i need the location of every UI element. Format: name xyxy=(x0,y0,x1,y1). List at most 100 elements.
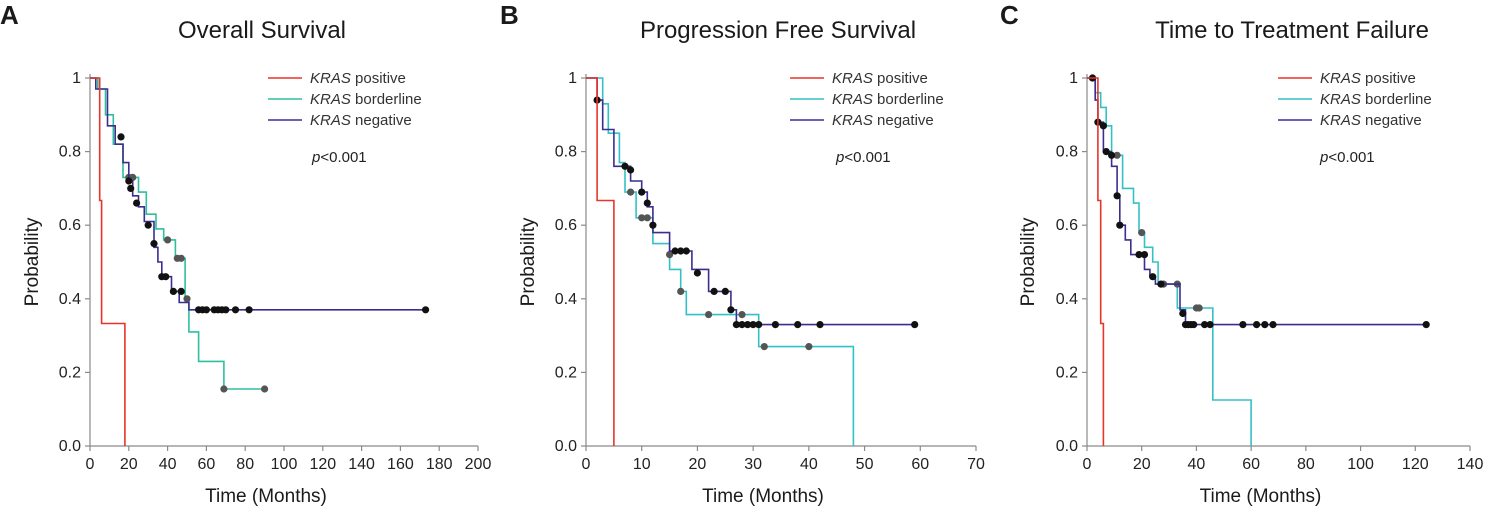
censor-mark-negative xyxy=(643,199,651,207)
y-tick-label: 0.2 xyxy=(555,364,577,381)
censor-mark-negative xyxy=(1201,321,1209,329)
censor-mark-borderline xyxy=(261,385,269,393)
censor-mark-negative xyxy=(177,287,185,295)
legend-label-negative: KRAS negative xyxy=(310,112,412,129)
censor-mark-negative xyxy=(1140,251,1149,259)
x-axis-title: Time (Months) xyxy=(1200,486,1322,507)
y-axis-title: Probability xyxy=(518,217,539,306)
censor-mark-negative xyxy=(1108,151,1116,159)
y-tick-label: 0.8 xyxy=(555,144,577,161)
panel-letter: B xyxy=(500,0,519,30)
censor-mark-negative xyxy=(144,221,152,229)
censor-mark-borderline xyxy=(164,236,172,244)
panel-letter: C xyxy=(1000,0,1019,30)
censor-mark-borderline xyxy=(1138,229,1146,237)
chart-title: Progression Free Survival xyxy=(640,17,916,44)
legend-label-borderline: KRAS borderline xyxy=(1320,91,1432,108)
censor-mark-borderline xyxy=(738,311,746,319)
km-curve-positive xyxy=(1087,77,1105,446)
y-tick-label: 0.4 xyxy=(1056,291,1078,308)
censor-mark-borderline xyxy=(183,295,191,303)
censor-mark-negative xyxy=(710,287,718,295)
y-tick-label: 0.8 xyxy=(59,144,81,161)
y-tick-label: 0.6 xyxy=(1056,217,1078,234)
censor-mark-borderline xyxy=(1195,304,1203,312)
censor-mark-negative xyxy=(1157,280,1165,288)
censor-mark-negative xyxy=(1269,321,1277,329)
x-tick-label: 70 xyxy=(967,456,985,473)
x-tick-label: 60 xyxy=(1242,456,1260,473)
censor-mark-negative xyxy=(222,306,230,314)
censor-mark-negative xyxy=(202,306,210,314)
censor-mark-negative xyxy=(771,321,780,329)
censor-mark-negative xyxy=(1102,148,1110,156)
legend-label-positive: KRAS positive xyxy=(832,70,928,87)
censor-mark-negative xyxy=(749,321,757,329)
censor-mark-negative xyxy=(1190,321,1198,329)
censor-mark-negative xyxy=(721,287,729,295)
km-curve-positive xyxy=(90,77,126,446)
x-tick-label: 0 xyxy=(582,456,591,473)
censor-mark-negative xyxy=(649,221,657,229)
x-tick-label: 10 xyxy=(633,456,651,473)
censor-mark-negative xyxy=(794,321,802,329)
x-tick-label: 20 xyxy=(689,456,707,473)
censor-mark-negative xyxy=(162,273,170,281)
x-tick-label: 160 xyxy=(387,456,414,473)
x-tick-label: 200 xyxy=(465,456,492,473)
km-curve-positive xyxy=(586,77,615,446)
censor-mark-borderline xyxy=(1113,151,1121,159)
censor-mark-negative xyxy=(1422,321,1430,329)
x-axis-title: Time (Months) xyxy=(205,486,327,507)
censor-mark-negative xyxy=(125,177,133,185)
y-tick-label: 1 xyxy=(568,70,577,87)
censor-mark-borderline xyxy=(666,251,674,259)
x-tick-label: 120 xyxy=(1402,456,1429,473)
censor-mark-negative xyxy=(911,321,919,329)
legend-label-negative: KRAS negative xyxy=(1320,112,1422,129)
y-tick-label: 1 xyxy=(1069,70,1078,87)
y-tick-label: 0.4 xyxy=(555,291,577,308)
censor-mark-borderline xyxy=(705,311,713,319)
censor-mark-borderline xyxy=(643,214,651,222)
censor-mark-negative xyxy=(677,247,685,255)
censor-mark-borderline xyxy=(805,343,813,351)
censor-mark-borderline xyxy=(220,385,228,393)
censor-mark-negative xyxy=(671,247,679,255)
x-tick-label: 60 xyxy=(911,456,929,473)
censor-mark-negative xyxy=(816,321,824,329)
y-tick-label: 0.0 xyxy=(59,438,81,455)
x-tick-label: 60 xyxy=(198,456,216,473)
censor-mark-negative xyxy=(682,247,690,255)
censor-mark-negative xyxy=(1206,321,1214,329)
km-curve-borderline xyxy=(1087,77,1252,446)
x-tick-label: 80 xyxy=(1297,456,1315,473)
censor-mark-negative xyxy=(621,162,629,170)
panel-letter: A xyxy=(0,0,19,30)
legend-label-positive: KRAS positive xyxy=(1320,70,1416,87)
x-tick-label: 100 xyxy=(1347,456,1374,473)
censor-mark-negative xyxy=(1179,309,1187,318)
legend-label-negative: KRAS negative xyxy=(832,112,934,129)
x-tick-label: 180 xyxy=(426,456,453,473)
chart-panel-b: B Progression Free Survival 0.0 0.2 0.4 0.6 0.… xyxy=(500,0,985,507)
legend: KRAS positive KRAS borderline KRAS negativ… xyxy=(790,70,944,129)
x-tick-label: 80 xyxy=(236,456,254,473)
chart-panel-a: A Overall Survival 0.0 0.2 0.4 0.6 0.8 1 0 20 40 60… xyxy=(0,0,491,507)
legend: KRAS positive KRAS borderline KRAS negativ… xyxy=(268,70,422,129)
censor-mark-negative xyxy=(1113,192,1121,200)
censor-mark-borderline xyxy=(638,214,646,222)
censor-mark-negative xyxy=(1253,321,1261,329)
y-tick-label: 0.6 xyxy=(59,217,81,234)
censor-mark-negative xyxy=(1116,221,1124,229)
x-tick-label: 40 xyxy=(159,456,177,473)
x-axis-title: Time (Months) xyxy=(702,486,824,507)
y-tick-label: 0.0 xyxy=(1056,438,1078,455)
censor-mark-negative xyxy=(1239,321,1247,329)
censor-mark-negative xyxy=(133,199,141,207)
censor-mark-borderline xyxy=(677,287,685,295)
censor-mark-negative xyxy=(245,306,253,314)
censor-mark-borderline xyxy=(760,343,768,351)
x-tick-label: 100 xyxy=(271,456,298,473)
chart-title: Time to Treatment Failure xyxy=(1155,17,1429,44)
